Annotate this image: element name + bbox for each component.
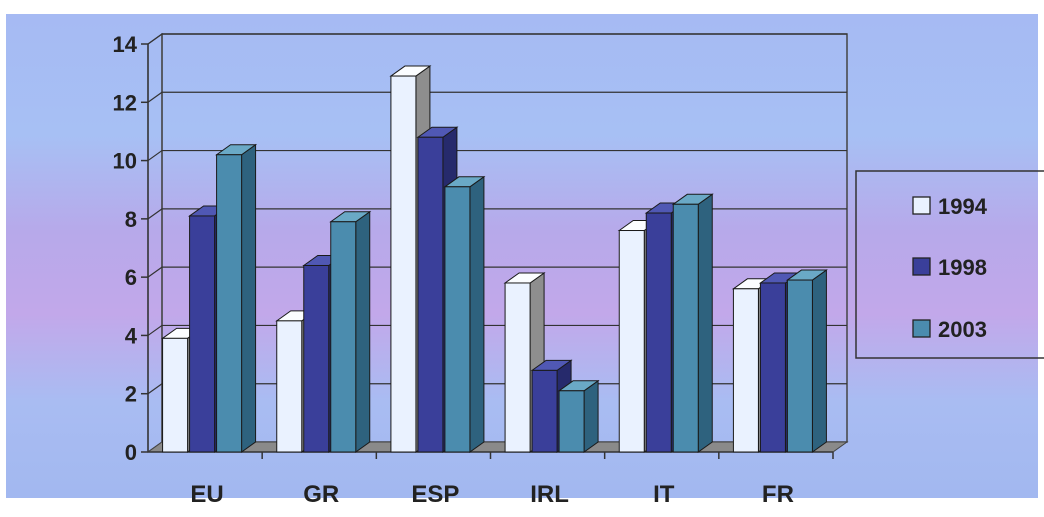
- bar-side: [469, 175, 485, 453]
- bar-front: [504, 282, 531, 453]
- legend-label-1994: 1994: [938, 194, 988, 219]
- legend-swatch-1998: [912, 257, 931, 276]
- legend-swatch-2003: [912, 319, 931, 338]
- bar-front: [303, 264, 330, 453]
- axis-labels: 0 2 4 6 8 10 12 14 EU GR ESP IRL IT FR: [113, 32, 794, 508]
- x-category-label: GR: [303, 481, 339, 508]
- gridline: [147, 266, 847, 278]
- bar-front: [558, 390, 585, 453]
- bar-front: [645, 212, 672, 453]
- bar-front: [786, 279, 813, 453]
- x-category-label: IRL: [530, 481, 569, 508]
- bar-eu-2003: [215, 143, 258, 453]
- x-category-label: EU: [190, 481, 223, 508]
- y-tick-label: 4: [125, 323, 138, 348]
- bar-it-2003: [671, 193, 714, 453]
- bar-side: [355, 210, 371, 453]
- bar-front: [390, 75, 417, 453]
- bar-side: [811, 269, 827, 453]
- bar-front: [531, 369, 558, 453]
- gridline: [147, 383, 847, 395]
- bar-side: [241, 143, 257, 453]
- bar-front: [417, 136, 444, 453]
- bar-fr-2003: [785, 269, 828, 453]
- x-category-label: ESP: [411, 481, 459, 508]
- x-category-label: FR: [762, 481, 794, 508]
- y-tick-label: 14: [113, 32, 138, 57]
- legend: 1994 1998 2003: [855, 170, 1044, 359]
- y-tick-label: 8: [125, 207, 137, 232]
- bar-front: [618, 230, 645, 453]
- bar-front: [759, 282, 786, 453]
- legend-label-2003: 2003: [938, 317, 987, 342]
- gridline: [147, 33, 847, 45]
- y-tick-label: 10: [113, 149, 137, 174]
- bar-front: [189, 215, 216, 453]
- bar-front: [732, 288, 759, 453]
- y-tick-label: 0: [125, 440, 137, 465]
- bar-front: [216, 154, 243, 453]
- bar-irl-2003: [557, 379, 600, 453]
- y-tick-label: 12: [113, 90, 137, 115]
- bar-front: [672, 203, 699, 453]
- gridline: [147, 149, 847, 162]
- bar-side: [697, 193, 713, 453]
- gridline: [147, 208, 847, 220]
- bar-side: [583, 379, 599, 453]
- legend-box: [855, 170, 1044, 359]
- legend-label-1998: 1998: [938, 255, 987, 280]
- gridline: [147, 91, 847, 103]
- bar-esp-2003: [443, 175, 486, 453]
- bar-gr-2003: [329, 210, 372, 453]
- bar-front: [330, 221, 357, 453]
- gridline: [147, 324, 847, 336]
- bar-front: [162, 337, 189, 453]
- bar-front: [444, 186, 471, 453]
- bar-front: [276, 320, 303, 453]
- y-tick-label: 6: [125, 265, 137, 290]
- legend-swatch-1994: [912, 196, 931, 215]
- bars: [161, 65, 828, 453]
- x-category-label: IT: [653, 481, 675, 508]
- y-tick-label: 2: [125, 382, 137, 407]
